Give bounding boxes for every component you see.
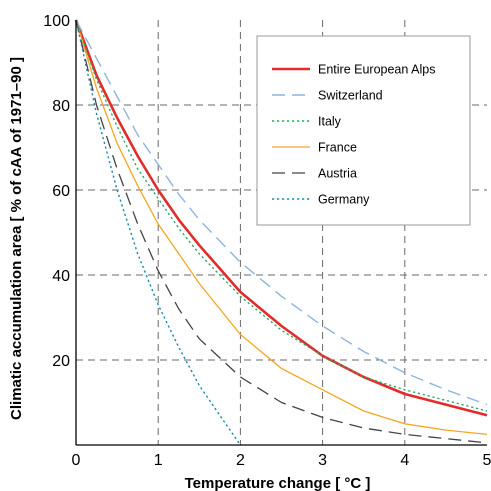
y-axis-title: Climatic accumulation area [ % of cAA of… — [8, 57, 25, 420]
legend-box — [256, 35, 471, 226]
y-tick-label: 100 — [43, 13, 70, 30]
tick-labels: 0 1 2 3 4 5 20 40 60 80 100 — [43, 13, 491, 469]
legend-label: Entire European Alps — [318, 63, 435, 77]
series-line-5 — [75, 19, 241, 446]
series-line-0 — [74, 19, 488, 417]
legend-label: Austria — [318, 167, 357, 181]
legend-label: Switzerland — [318, 89, 383, 103]
x-tick-label: 0 — [72, 452, 81, 469]
series-line-1 — [75, 19, 488, 406]
y-tick-label: 80 — [52, 98, 70, 115]
x-axis-title: Temperature change [ °C ] — [185, 475, 371, 491]
x-tick-label: 5 — [483, 452, 491, 469]
y-tick-label: 20 — [52, 353, 70, 370]
series-line-3 — [75, 19, 488, 436]
series-line-2 — [75, 19, 488, 412]
legend-label: Germany — [318, 193, 370, 207]
legend-label: Italy — [318, 115, 342, 129]
x-tick-label: 3 — [318, 452, 327, 469]
series-lines — [74, 19, 488, 446]
legend-label: France — [318, 141, 357, 155]
x-tick-label: 2 — [236, 452, 245, 469]
legend: Entire European Alps Switzerland Italy Fran… — [256, 35, 471, 226]
axes — [75, 20, 487, 446]
y-tick-label: 40 — [52, 268, 70, 285]
series-line-4 — [75, 19, 488, 444]
x-tick-label: 4 — [400, 452, 409, 469]
y-tick-label: 60 — [52, 183, 70, 200]
x-tick-label: 1 — [154, 452, 163, 469]
